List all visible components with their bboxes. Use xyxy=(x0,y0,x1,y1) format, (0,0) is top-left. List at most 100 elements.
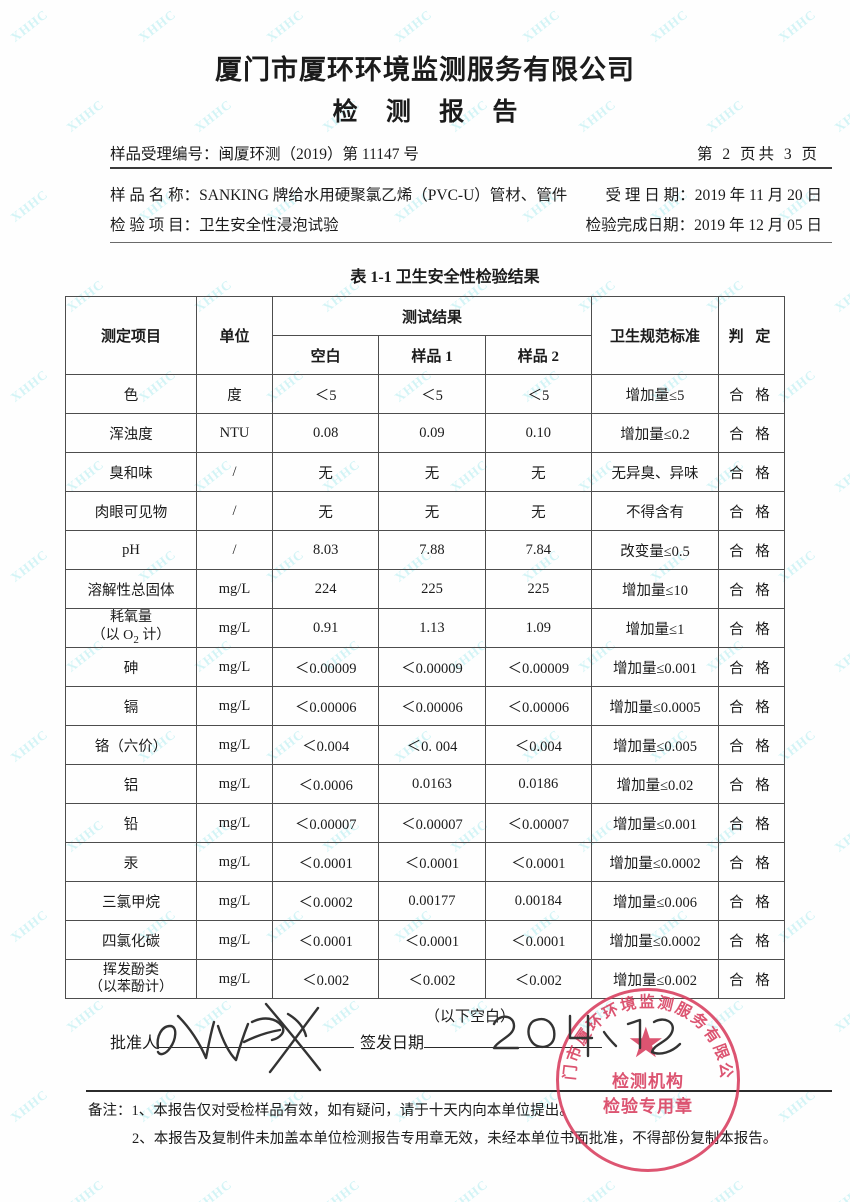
results-table: 测定项目 单位 测试结果 卫生规范标准 判 定 空白 样品 1 样品 2 色度＜… xyxy=(65,296,785,1000)
cell-standard: 增加量≤0.006 xyxy=(591,881,719,922)
cell-standard: 不得含有 xyxy=(591,491,719,532)
cell-unit: NTU xyxy=(196,413,273,454)
cell-unit: / xyxy=(196,491,273,532)
approver-signature-field[interactable] xyxy=(158,1028,355,1049)
page-indicator: 第 2 页共 3 页 xyxy=(696,146,820,164)
cell-sample1: ＜0.0001 xyxy=(378,920,486,961)
signature-row: 批准人 签发日期 xyxy=(110,1028,832,1062)
cell-judgement: 合 格 xyxy=(718,647,785,688)
cell-sample1: ＜0.002 xyxy=(378,959,486,1000)
acceptance-number-value: 闽厦环测（2019）第 11147 号 xyxy=(218,146,419,164)
cell-unit: mg/L xyxy=(196,959,273,1000)
meta-row-sample-name: 样 品 名 称：SANKING 牌给水用硬聚氯乙烯（PVC-U）管材、管件 受 … xyxy=(110,179,832,209)
sample-name: 样 品 名 称：SANKING 牌给水用硬聚氯乙烯（PVC-U）管材、管件 xyxy=(110,183,567,205)
cell-judgement: 合 格 xyxy=(718,413,785,454)
table-row: 汞 mg/L ＜0.0001 ＜0.0001 ＜0.0001 增加量≤0.0002 合 格 xyxy=(65,842,785,883)
cell-item: 三氯甲烷 xyxy=(65,881,197,922)
cell-sample1: ＜5 xyxy=(378,374,486,415)
watermark-text: XHHC xyxy=(63,1176,107,1202)
cell-sample1: 无 xyxy=(378,452,486,493)
watermark-text: XHHC xyxy=(319,1176,363,1202)
cell-blank: ＜0.00009 xyxy=(271,647,380,688)
cell-standard: 增加量≤0.0002 xyxy=(591,842,719,883)
cell-blank: ＜5 xyxy=(271,374,380,415)
cell-standard: 改变量≤0.5 xyxy=(591,530,719,571)
table-title: 表 1-1 卫生安全性检验结果 xyxy=(350,269,540,287)
acceptance-date-label: 受 理 日 期： xyxy=(605,187,695,205)
cell-sample1: 无 xyxy=(378,491,486,532)
cell-unit: mg/L xyxy=(196,725,273,766)
watermark-text: XHHC xyxy=(831,1176,850,1202)
header-row-bottom: 空白 样品 1 样品 2 xyxy=(66,335,785,376)
test-item-value: 卫生安全性浸泡试验 xyxy=(199,217,339,235)
cell-unit: mg/L xyxy=(196,608,273,649)
cell-item: pH xyxy=(65,530,197,571)
cell-blank: ＜0.0001 xyxy=(271,842,380,883)
completion-date: 检验完成日期：2019 年 12 月 05 日 xyxy=(586,213,832,235)
cell-judgement: 合 格 xyxy=(718,920,785,961)
cell-standard: 增加量≤0.02 xyxy=(591,764,719,805)
cell-sample1: 0.0163 xyxy=(378,764,486,805)
issue-date-field[interactable] xyxy=(424,1028,603,1049)
cell-blank: ＜0.0002 xyxy=(271,881,380,922)
col-header-unit: 单位 xyxy=(196,296,273,376)
cell-blank: ＜0.00007 xyxy=(271,803,380,844)
cell-item: 耗氧量 （以 O2 计） xyxy=(65,608,197,649)
cell-item: 铅 xyxy=(65,803,197,844)
cell-standard: 增加量≤0.0005 xyxy=(591,686,719,727)
approver-label: 批准人 xyxy=(110,1035,159,1053)
cell-sample2: 1.09 xyxy=(484,608,593,649)
meta-row-test-item: 检 验 项 目：卫生安全性浸泡试验 检验完成日期：2019 年 12 月 05 … xyxy=(110,209,832,239)
cell-sample1: 0.00177 xyxy=(378,881,486,922)
cell-sample2: ＜0.0001 xyxy=(484,920,593,961)
acceptance-number: 样品受理编号：闽厦环测（2019）第 11147 号 xyxy=(110,142,419,164)
cell-item: 浑浊度 xyxy=(65,413,197,454)
cell-standard: 增加量≤0.005 xyxy=(591,725,719,766)
cell-unit: mg/L xyxy=(196,920,273,961)
note-text-1: 本报告仅对受检样品有效，如有疑问，请于十天内向本单位提出。 xyxy=(153,1103,574,1119)
cell-unit: mg/L xyxy=(196,764,273,805)
watermark-text: XHHC xyxy=(7,1086,51,1125)
cell-item: 铬（六价） xyxy=(65,725,197,766)
cell-judgement: 合 格 xyxy=(718,374,785,415)
watermark-text: XHHC xyxy=(447,1176,491,1202)
note-text-2: 本报告及复制件未加盖本单位检测报告专用章无效，未经本单位书面批准，不得部份复制本… xyxy=(153,1130,778,1147)
cell-standard: 增加量≤10 xyxy=(591,569,719,610)
test-item: 检 验 项 目：卫生安全性浸泡试验 xyxy=(110,213,339,235)
cell-item: 铝 xyxy=(65,764,197,805)
note-item: 备注： 1、 本报告仅对受检样品有效，如有疑问，请于十天内向本单位提出。 xyxy=(88,1098,830,1126)
cell-blank: ＜0.0001 xyxy=(271,920,380,961)
cell-item: 砷 xyxy=(65,647,197,688)
header-divider xyxy=(110,167,832,170)
cell-judgement: 合 格 xyxy=(718,452,785,493)
cell-standard: 增加量≤0.002 xyxy=(591,959,719,1000)
col-header-judgement: 判 定 xyxy=(718,296,785,376)
cell-blank: ＜0.0006 xyxy=(271,764,380,805)
cell-standard: 增加量≤0.2 xyxy=(591,413,719,454)
meta-divider xyxy=(110,242,832,244)
cell-standard: 增加量≤0.001 xyxy=(591,803,719,844)
completion-date-value: 2019 年 12 月 05 日 xyxy=(694,217,822,235)
cell-blank: 无 xyxy=(271,452,380,493)
cell-item: 色 xyxy=(65,374,197,415)
cell-item: 四氯化碳 xyxy=(65,920,197,961)
cell-unit: 度 xyxy=(196,374,273,415)
note-index-2: 2、 xyxy=(132,1130,154,1147)
cell-sample2: ＜0.0001 xyxy=(484,842,593,883)
cell-blank: 0.08 xyxy=(271,413,380,454)
cell-sample2: ＜5 xyxy=(484,374,593,415)
cell-sample1: ＜0. 004 xyxy=(378,725,486,766)
table-row: 肉眼可见物 / 无无无不得含有合 格 xyxy=(65,491,785,532)
cell-judgement: 合 格 xyxy=(718,803,785,844)
table-row: 三氯甲烷 mg/L ＜0.0002 0.00177 0.00184 增加量≤0.006 合 … xyxy=(65,881,785,922)
cell-item: 镉 xyxy=(65,686,197,727)
table-row: 挥发酚类 （以苯酚计） mg/L ＜0.002 ＜0.002 ＜0.002 增加量≤0.00… xyxy=(65,959,785,1000)
cell-judgement: 合 格 xyxy=(718,881,785,922)
cell-blank: 无 xyxy=(271,491,380,532)
sample-name-label: 样 品 名 称： xyxy=(110,187,200,205)
meta-block: 样 品 名 称：SANKING 牌给水用硬聚氯乙烯（PVC-U）管材、管件 受 … xyxy=(110,179,832,239)
sample-name-value: SANKING 牌给水用硬聚氯乙烯（PVC-U）管材、管件 xyxy=(199,187,568,205)
results-table-body: 色度＜5 ＜5 ＜5 增加量≤5 合 格浑浊度 NTU 0.08 0.09 0.10 增加量≤0.… xyxy=(65,374,785,1000)
col-header-blank: 空白 xyxy=(271,335,380,376)
col-header-item: 测定项目 xyxy=(65,296,197,376)
